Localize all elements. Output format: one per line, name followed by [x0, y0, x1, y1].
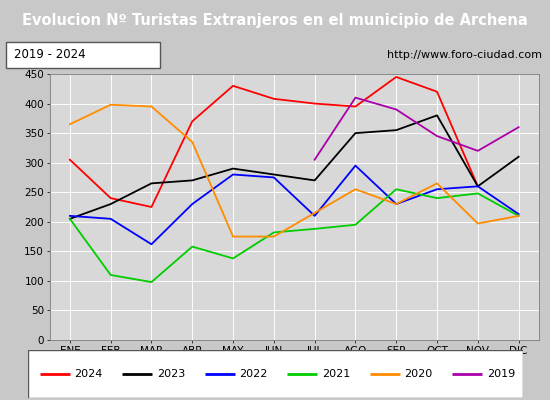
FancyBboxPatch shape — [28, 350, 522, 398]
Text: 2019: 2019 — [487, 369, 515, 379]
Text: Evolucion Nº Turistas Extranjeros en el municipio de Archena: Evolucion Nº Turistas Extranjeros en el … — [22, 12, 528, 28]
Text: 2022: 2022 — [240, 369, 268, 379]
Text: 2021: 2021 — [322, 369, 350, 379]
Text: 2023: 2023 — [157, 369, 185, 379]
Text: 2020: 2020 — [405, 369, 433, 379]
Text: http://www.foro-ciudad.com: http://www.foro-ciudad.com — [387, 50, 542, 60]
Text: 2019 - 2024: 2019 - 2024 — [14, 48, 85, 62]
FancyBboxPatch shape — [6, 42, 159, 68]
Text: 2024: 2024 — [74, 369, 103, 379]
